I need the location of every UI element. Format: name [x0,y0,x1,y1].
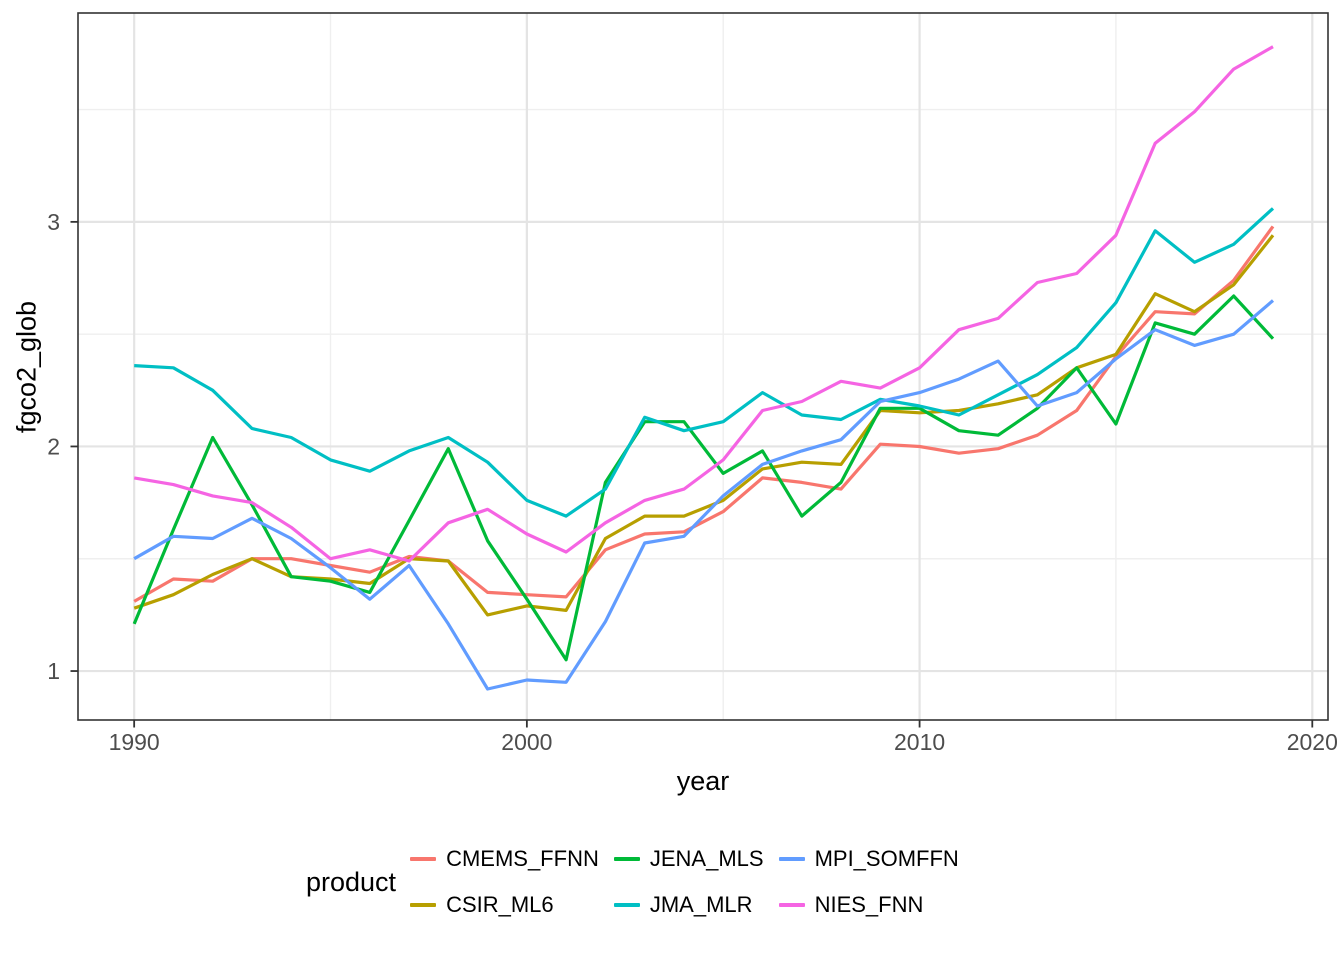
legend-item-label: CMEMS_FFNN [446,846,599,871]
legend: product CMEMS_FFNN CSIR_ML6 JENA_MLS JMA_ML… [306,836,959,928]
legend-item-MPI_SOMFFN: MPI_SOMFFN [778,846,959,872]
plot-panel: 1990 2000 2010 2020 1 2 3 [47,12,1338,755]
x-tick-label: 2000 [501,729,552,755]
series-line-CSIR_ML6 [133,234,1275,617]
legend-item-label: MPI_SOMFFN [814,846,959,871]
legend-item-label: JMA_MLR [649,892,753,917]
y-tick-label: 2 [47,433,60,459]
legend-key-line-icon [410,857,437,861]
x-axis-title: year [676,766,730,796]
panel-background [78,13,1328,720]
y-tick-label: 3 [47,209,60,235]
series-line-MPI_SOMFFN [133,299,1275,691]
legend-key-line-icon [778,857,805,861]
legend-items: CMEMS_FFNN CSIR_ML6 JENA_MLS JMA_MLR MPI_SOM… [410,836,959,928]
legend-key-line-icon [778,903,805,907]
y-tick-label: 1 [47,658,60,684]
series-line-JMA_MLR [134,207,1275,518]
legend-item-label: NIES_FNN [814,892,924,917]
y-axis-title: fgco2_glob [11,300,42,434]
legend-title: product [306,866,397,897]
series-line-JENA_MLS [132,294,1275,662]
panel-border [77,12,1329,721]
legend-item-NIES_FNN: NIES_FNN [778,892,959,918]
legend-key-line-icon [410,903,437,907]
legend-key-line-icon [613,903,640,907]
legend-item-CMEMS_FFNN: CMEMS_FFNN [410,846,599,872]
legend-item-JENA_MLS: JENA_MLS [613,846,764,872]
legend-item-label: CSIR_ML6 [446,892,554,917]
x-tick-label: 2020 [1287,729,1338,755]
legend-item-label: JENA_MLS [649,846,764,871]
legend-key-line-icon [613,857,640,861]
legend-item-JMA_MLR: JMA_MLR [613,892,764,918]
series-line-NIES_FNN [133,45,1274,563]
legend-item-CSIR_ML6: CSIR_ML6 [410,892,599,918]
x-tick-label: 2010 [894,729,945,755]
x-tick-label: 1990 [109,729,160,755]
